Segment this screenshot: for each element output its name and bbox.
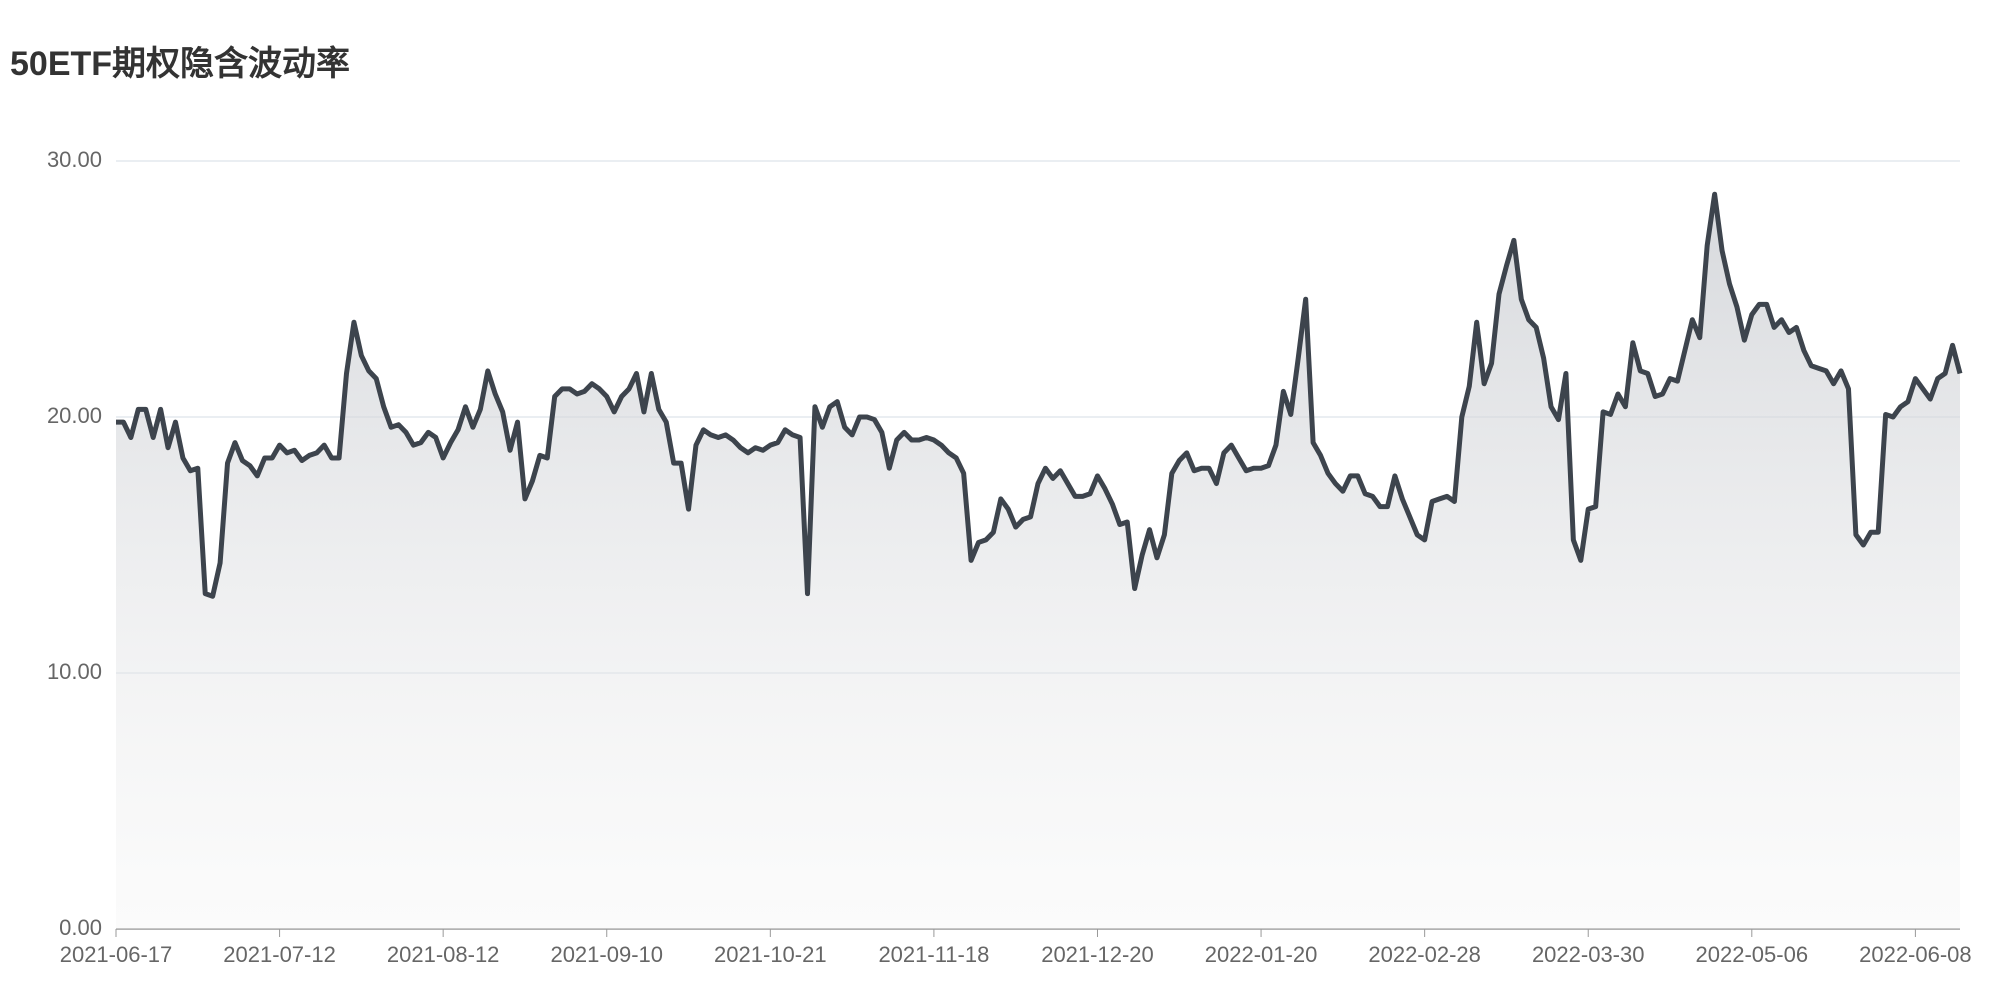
x-tick-label: 2022-06-08 — [1859, 942, 1972, 967]
x-tick-label: 2021-11-18 — [878, 942, 989, 967]
x-tick-label: 2021-09-10 — [550, 942, 663, 967]
y-tick-label: 10.00 — [47, 659, 102, 684]
y-tick-label: 0.00 — [59, 915, 102, 940]
y-tick-label: 30.00 — [47, 147, 102, 172]
x-tick-label: 2021-07-12 — [223, 942, 336, 967]
x-tick-label: 2021-08-12 — [387, 942, 500, 967]
x-tick-label: 2022-03-30 — [1532, 942, 1645, 967]
x-tick-label: 2021-06-17 — [60, 942, 173, 967]
chart-title: 50ETF期权隐含波动率 — [10, 45, 350, 83]
area — [116, 194, 1960, 929]
x-tick-label: 2021-12-20 — [1041, 942, 1154, 967]
line — [116, 191, 1963, 599]
x-tick-label: 2022-02-28 — [1368, 942, 1481, 967]
y-tick-label: 20.00 — [47, 403, 102, 428]
x-tick-label: 2022-01-20 — [1205, 942, 1318, 967]
x-tick-label: 2021-10-21 — [714, 942, 827, 967]
x-tick-label: 2022-05-06 — [1696, 942, 1809, 967]
